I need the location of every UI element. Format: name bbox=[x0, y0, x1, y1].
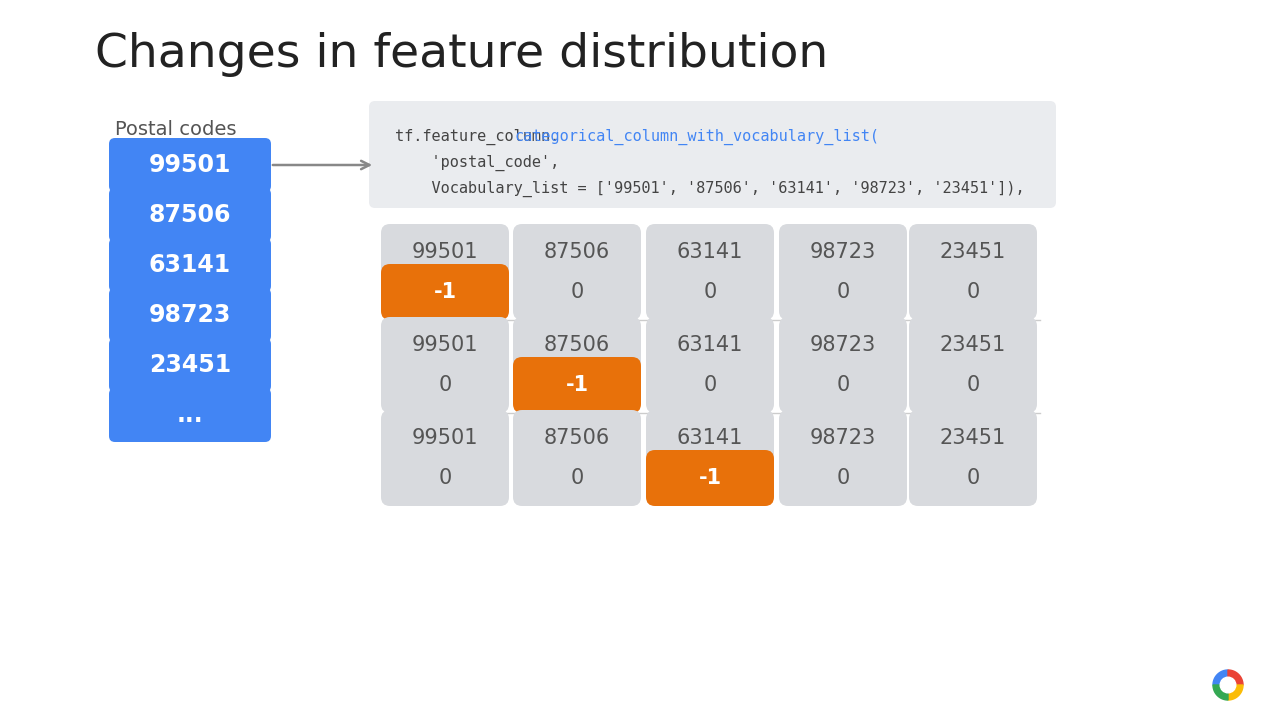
FancyBboxPatch shape bbox=[381, 450, 509, 506]
FancyBboxPatch shape bbox=[513, 264, 641, 320]
FancyBboxPatch shape bbox=[381, 357, 509, 413]
FancyBboxPatch shape bbox=[381, 410, 509, 466]
FancyBboxPatch shape bbox=[909, 357, 1037, 413]
Text: 87506: 87506 bbox=[148, 203, 232, 227]
FancyBboxPatch shape bbox=[513, 450, 641, 506]
Text: Postal codes: Postal codes bbox=[115, 120, 237, 139]
FancyBboxPatch shape bbox=[109, 138, 271, 192]
Text: 0: 0 bbox=[836, 375, 850, 395]
Circle shape bbox=[1220, 678, 1235, 693]
Text: 0: 0 bbox=[571, 468, 584, 488]
Text: 0: 0 bbox=[438, 375, 452, 395]
Text: categorical_column_with_vocabulary_list(: categorical_column_with_vocabulary_list( bbox=[515, 129, 879, 145]
FancyBboxPatch shape bbox=[909, 264, 1037, 320]
Polygon shape bbox=[1228, 685, 1243, 700]
Text: 0: 0 bbox=[966, 282, 979, 302]
Text: 99501: 99501 bbox=[148, 153, 232, 177]
Text: 63141: 63141 bbox=[677, 242, 744, 262]
FancyBboxPatch shape bbox=[381, 317, 509, 373]
FancyBboxPatch shape bbox=[646, 357, 774, 413]
Text: 98723: 98723 bbox=[810, 242, 876, 262]
FancyBboxPatch shape bbox=[381, 224, 509, 280]
FancyBboxPatch shape bbox=[109, 238, 271, 292]
Text: 98723: 98723 bbox=[810, 428, 876, 448]
Text: 99501: 99501 bbox=[412, 428, 479, 448]
Text: 23451: 23451 bbox=[940, 242, 1006, 262]
Text: 23451: 23451 bbox=[940, 335, 1006, 355]
Text: 63141: 63141 bbox=[677, 428, 744, 448]
FancyBboxPatch shape bbox=[909, 224, 1037, 280]
FancyBboxPatch shape bbox=[646, 224, 774, 280]
FancyBboxPatch shape bbox=[909, 410, 1037, 466]
Text: 0: 0 bbox=[966, 375, 979, 395]
Text: 63141: 63141 bbox=[677, 335, 744, 355]
Text: 87506: 87506 bbox=[544, 242, 611, 262]
Text: -1: -1 bbox=[699, 468, 722, 488]
FancyBboxPatch shape bbox=[646, 410, 774, 466]
Polygon shape bbox=[1228, 670, 1243, 685]
Text: 99501: 99501 bbox=[412, 242, 479, 262]
Text: 0: 0 bbox=[836, 282, 850, 302]
Polygon shape bbox=[1213, 670, 1228, 685]
FancyBboxPatch shape bbox=[780, 450, 908, 506]
Text: ...: ... bbox=[177, 403, 204, 427]
Text: tf.feature_column.: tf.feature_column. bbox=[396, 129, 559, 145]
FancyBboxPatch shape bbox=[780, 357, 908, 413]
Text: 23451: 23451 bbox=[940, 428, 1006, 448]
FancyBboxPatch shape bbox=[109, 338, 271, 392]
Text: 63141: 63141 bbox=[148, 253, 232, 277]
FancyBboxPatch shape bbox=[646, 317, 774, 373]
Text: 98723: 98723 bbox=[810, 335, 876, 355]
Text: 0: 0 bbox=[571, 282, 584, 302]
Text: Vocabulary_list = ['99501', '87506', '63141', '98723', '23451']),: Vocabulary_list = ['99501', '87506', '63… bbox=[396, 181, 1024, 197]
FancyBboxPatch shape bbox=[513, 357, 641, 413]
Text: 0: 0 bbox=[704, 282, 717, 302]
FancyBboxPatch shape bbox=[109, 288, 271, 342]
Text: 98723: 98723 bbox=[148, 303, 232, 327]
FancyBboxPatch shape bbox=[513, 317, 641, 373]
FancyBboxPatch shape bbox=[646, 450, 774, 506]
Text: 87506: 87506 bbox=[544, 428, 611, 448]
Text: 99501: 99501 bbox=[412, 335, 479, 355]
Text: 0: 0 bbox=[704, 375, 717, 395]
Text: 23451: 23451 bbox=[148, 353, 232, 377]
Text: Changes in feature distribution: Changes in feature distribution bbox=[95, 32, 828, 77]
Text: 0: 0 bbox=[966, 468, 979, 488]
FancyBboxPatch shape bbox=[780, 410, 908, 466]
Text: -1: -1 bbox=[434, 282, 457, 302]
FancyBboxPatch shape bbox=[780, 317, 908, 373]
Text: 'postal_code',: 'postal_code', bbox=[396, 155, 559, 171]
FancyBboxPatch shape bbox=[513, 410, 641, 466]
FancyBboxPatch shape bbox=[381, 264, 509, 320]
Text: 87506: 87506 bbox=[544, 335, 611, 355]
Text: 0: 0 bbox=[438, 468, 452, 488]
FancyBboxPatch shape bbox=[513, 224, 641, 280]
FancyBboxPatch shape bbox=[109, 388, 271, 442]
FancyBboxPatch shape bbox=[646, 264, 774, 320]
Text: 0: 0 bbox=[836, 468, 850, 488]
FancyBboxPatch shape bbox=[780, 224, 908, 280]
Text: -1: -1 bbox=[566, 375, 589, 395]
FancyBboxPatch shape bbox=[369, 101, 1056, 208]
FancyBboxPatch shape bbox=[780, 264, 908, 320]
FancyBboxPatch shape bbox=[909, 317, 1037, 373]
FancyBboxPatch shape bbox=[909, 450, 1037, 506]
Polygon shape bbox=[1213, 685, 1228, 700]
FancyBboxPatch shape bbox=[109, 188, 271, 242]
